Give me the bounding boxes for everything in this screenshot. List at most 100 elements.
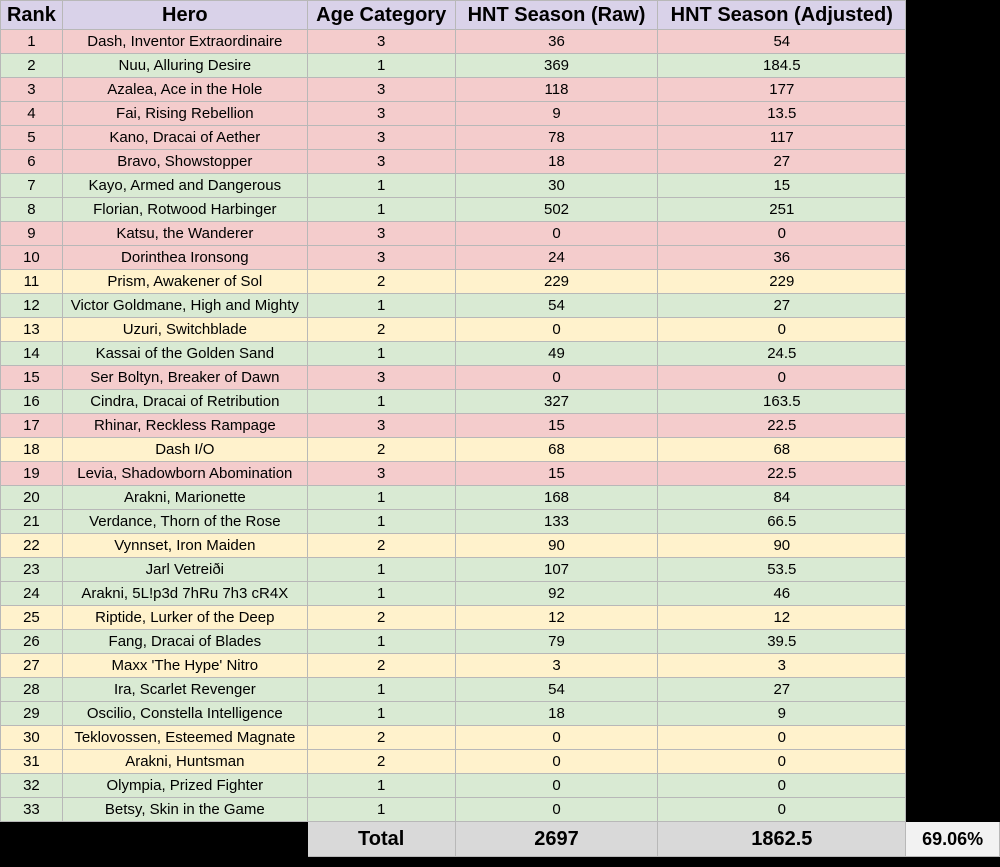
adjusted-cell[interactable]: 24.5 xyxy=(657,341,907,366)
rank-cell[interactable]: 20 xyxy=(0,485,63,510)
rank-cell[interactable]: 10 xyxy=(0,245,63,270)
age-cell[interactable]: 3 xyxy=(306,365,456,390)
header-hnt-adjusted[interactable]: HNT Season (Adjusted) xyxy=(657,0,907,30)
raw-cell[interactable]: 79 xyxy=(454,629,659,654)
rank-cell[interactable]: 8 xyxy=(0,197,63,222)
header-hero[interactable]: Hero xyxy=(61,0,308,30)
raw-cell[interactable]: 54 xyxy=(454,677,659,702)
adjusted-cell[interactable]: 66.5 xyxy=(657,509,907,534)
rank-cell[interactable]: 11 xyxy=(0,269,63,294)
rank-cell[interactable]: 3 xyxy=(0,77,63,102)
raw-cell[interactable]: 168 xyxy=(454,485,659,510)
age-cell[interactable]: 3 xyxy=(306,221,456,246)
hero-cell[interactable]: Bravo, Showstopper xyxy=(61,149,308,174)
hero-cell[interactable]: Victor Goldmane, High and Mighty xyxy=(61,293,308,318)
adjusted-cell[interactable]: 0 xyxy=(657,317,907,342)
age-cell[interactable]: 1 xyxy=(306,509,456,534)
total-label[interactable]: Total xyxy=(306,821,456,857)
age-cell[interactable]: 3 xyxy=(306,149,456,174)
age-cell[interactable]: 2 xyxy=(306,269,456,294)
rank-cell[interactable]: 24 xyxy=(0,581,63,606)
rank-cell[interactable]: 18 xyxy=(0,437,63,462)
total-raw[interactable]: 2697 xyxy=(454,821,659,857)
hero-cell[interactable]: Vynnset, Iron Maiden xyxy=(61,533,308,558)
age-cell[interactable]: 1 xyxy=(306,53,456,78)
raw-cell[interactable]: 0 xyxy=(454,725,659,750)
header-age-category[interactable]: Age Category xyxy=(306,0,456,30)
raw-cell[interactable]: 36 xyxy=(454,29,659,54)
rank-cell[interactable]: 23 xyxy=(0,557,63,582)
rank-cell[interactable]: 32 xyxy=(0,773,63,798)
adjusted-cell[interactable]: 3 xyxy=(657,653,907,678)
adjusted-cell[interactable]: 68 xyxy=(657,437,907,462)
hero-cell[interactable]: Olympia, Prized Fighter xyxy=(61,773,308,798)
rank-cell[interactable]: 28 xyxy=(0,677,63,702)
rank-cell[interactable]: 12 xyxy=(0,293,63,318)
age-cell[interactable]: 1 xyxy=(306,197,456,222)
hero-cell[interactable]: Ser Boltyn, Breaker of Dawn xyxy=(61,365,308,390)
raw-cell[interactable]: 90 xyxy=(454,533,659,558)
raw-cell[interactable]: 30 xyxy=(454,173,659,198)
header-hnt-raw[interactable]: HNT Season (Raw) xyxy=(454,0,659,30)
age-cell[interactable]: 2 xyxy=(306,653,456,678)
age-cell[interactable]: 1 xyxy=(306,677,456,702)
hero-cell[interactable]: Fai, Rising Rebellion xyxy=(61,101,308,126)
rank-cell[interactable]: 7 xyxy=(0,173,63,198)
age-cell[interactable]: 1 xyxy=(306,485,456,510)
age-cell[interactable]: 2 xyxy=(306,437,456,462)
raw-cell[interactable]: 49 xyxy=(454,341,659,366)
hero-cell[interactable]: Levia, Shadowborn Abomination xyxy=(61,461,308,486)
raw-cell[interactable]: 0 xyxy=(454,365,659,390)
adjusted-cell[interactable]: 27 xyxy=(657,149,907,174)
rank-cell[interactable]: 13 xyxy=(0,317,63,342)
age-cell[interactable]: 1 xyxy=(306,557,456,582)
age-cell[interactable]: 1 xyxy=(306,341,456,366)
age-cell[interactable]: 1 xyxy=(306,389,456,414)
adjusted-cell[interactable]: 177 xyxy=(657,77,907,102)
raw-cell[interactable]: 133 xyxy=(454,509,659,534)
adjusted-cell[interactable]: 22.5 xyxy=(657,461,907,486)
rank-cell[interactable]: 26 xyxy=(0,629,63,654)
hero-cell[interactable]: Dorinthea Ironsong xyxy=(61,245,308,270)
age-cell[interactable]: 2 xyxy=(306,605,456,630)
age-cell[interactable]: 3 xyxy=(306,461,456,486)
raw-cell[interactable]: 68 xyxy=(454,437,659,462)
rank-cell[interactable]: 2 xyxy=(0,53,63,78)
raw-cell[interactable]: 0 xyxy=(454,773,659,798)
rank-cell[interactable]: 22 xyxy=(0,533,63,558)
hero-cell[interactable]: Dash, Inventor Extraordinaire xyxy=(61,29,308,54)
raw-cell[interactable]: 78 xyxy=(454,125,659,150)
adjusted-cell[interactable]: 0 xyxy=(657,749,907,774)
rank-cell[interactable]: 25 xyxy=(0,605,63,630)
hero-cell[interactable]: Prism, Awakener of Sol xyxy=(61,269,308,294)
raw-cell[interactable]: 12 xyxy=(454,605,659,630)
hero-cell[interactable]: Ira, Scarlet Revenger xyxy=(61,677,308,702)
rank-cell[interactable]: 4 xyxy=(0,101,63,126)
hero-cell[interactable]: Kayo, Armed and Dangerous xyxy=(61,173,308,198)
adjusted-cell[interactable]: 0 xyxy=(657,221,907,246)
age-cell[interactable]: 3 xyxy=(306,101,456,126)
hero-cell[interactable]: Nuu, Alluring Desire xyxy=(61,53,308,78)
hero-cell[interactable]: Betsy, Skin in the Game xyxy=(61,797,308,822)
hero-cell[interactable]: Jarl Vetreiði xyxy=(61,557,308,582)
age-cell[interactable]: 2 xyxy=(306,749,456,774)
hero-cell[interactable]: Kano, Dracai of Aether xyxy=(61,125,308,150)
age-cell[interactable]: 1 xyxy=(306,173,456,198)
header-rank[interactable]: Rank xyxy=(0,0,63,30)
adjusted-cell[interactable]: 84 xyxy=(657,485,907,510)
age-cell[interactable]: 1 xyxy=(306,629,456,654)
adjusted-cell[interactable]: 0 xyxy=(657,365,907,390)
adjusted-cell[interactable]: 117 xyxy=(657,125,907,150)
raw-cell[interactable]: 327 xyxy=(454,389,659,414)
adjusted-cell[interactable]: 13.5 xyxy=(657,101,907,126)
rank-cell[interactable]: 19 xyxy=(0,461,63,486)
age-cell[interactable]: 3 xyxy=(306,413,456,438)
rank-cell[interactable]: 15 xyxy=(0,365,63,390)
total-adjusted[interactable]: 1862.5 xyxy=(657,821,907,857)
raw-cell[interactable]: 18 xyxy=(454,701,659,726)
raw-cell[interactable]: 24 xyxy=(454,245,659,270)
raw-cell[interactable]: 0 xyxy=(454,797,659,822)
adjusted-cell[interactable]: 163.5 xyxy=(657,389,907,414)
hero-cell[interactable]: Teklovossen, Esteemed Magnate xyxy=(61,725,308,750)
adjusted-cell[interactable]: 0 xyxy=(657,773,907,798)
